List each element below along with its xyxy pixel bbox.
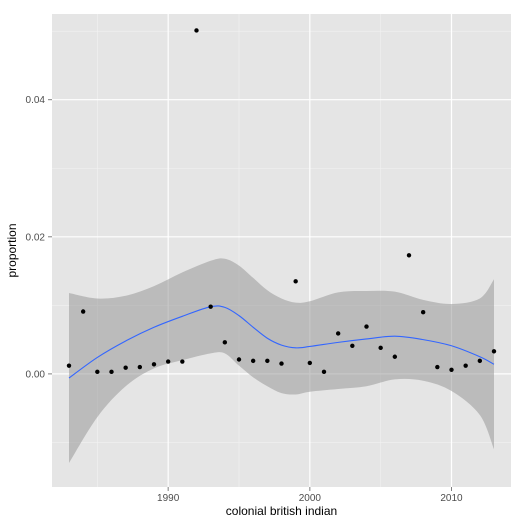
data-point [378, 345, 383, 351]
x-tick-label: 2000 [299, 493, 322, 504]
data-point [335, 331, 341, 336]
data-point [307, 360, 313, 366]
data-point [66, 363, 72, 368]
data-point [392, 354, 398, 359]
data-point [350, 343, 355, 348]
data-point [463, 363, 468, 368]
data-point [236, 357, 242, 362]
smooth-line [68, 305, 495, 379]
data-point [165, 359, 171, 364]
y-tick-label: 0.02 [26, 232, 46, 243]
y-tick-label: 0.00 [26, 369, 46, 380]
x-tick-label: 1990 [157, 493, 180, 504]
data-point [80, 309, 86, 314]
data-point [123, 365, 128, 370]
data-point [109, 369, 114, 375]
x-axis-title: colonial british indian [226, 504, 337, 518]
data-point [137, 364, 143, 370]
data-point [95, 369, 100, 375]
y-axis-title: proportion [5, 223, 19, 277]
data-point [151, 362, 157, 367]
data-point [449, 367, 454, 372]
confidence-ribbon [69, 258, 494, 464]
data-point [279, 361, 284, 366]
data-point [491, 349, 497, 354]
data-point [180, 359, 185, 364]
data-point [406, 253, 412, 258]
y-tick-label: 0.04 [26, 95, 46, 106]
data-point [222, 340, 228, 345]
data-point [364, 324, 369, 329]
data-point [435, 364, 440, 370]
data-point [208, 304, 213, 309]
y-axis-ticks: 0.00 0.02 0.04 [26, 95, 52, 380]
x-axis-ticks: 1990 2000 2010 [157, 487, 463, 504]
data-points [66, 28, 497, 375]
x-tick-label: 2010 [440, 493, 463, 504]
data-point [265, 358, 270, 364]
data-point [477, 358, 483, 364]
data-point [250, 358, 256, 364]
data-point [420, 309, 426, 315]
plot-panel [52, 14, 511, 487]
data-point [321, 369, 327, 375]
data-point [293, 279, 298, 284]
data-point [194, 28, 199, 33]
